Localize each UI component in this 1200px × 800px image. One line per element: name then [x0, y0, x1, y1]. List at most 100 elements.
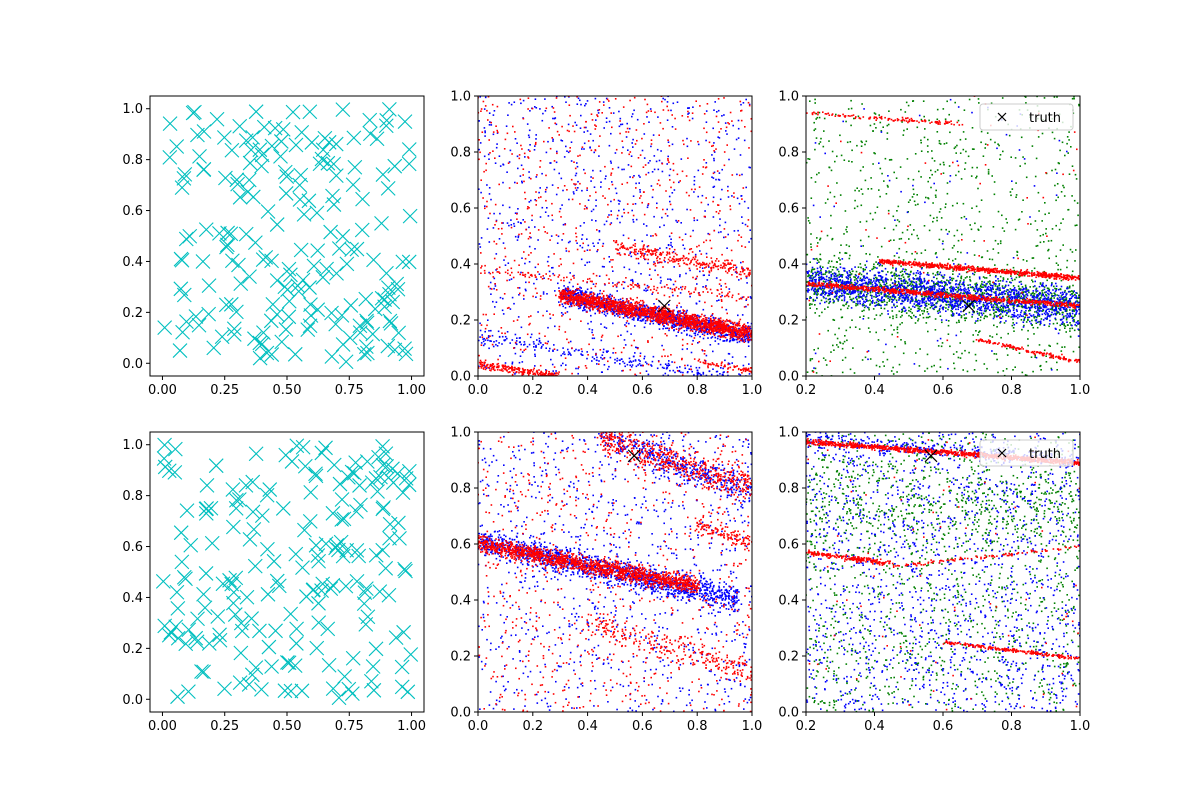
- data-point: [480, 179, 482, 181]
- data-point: [696, 219, 699, 221]
- data-point: [498, 342, 500, 344]
- data-point: [628, 254, 630, 256]
- data-point: [552, 350, 554, 352]
- data-point: [531, 275, 533, 277]
- data-point: [650, 185, 653, 187]
- data-point: [709, 327, 712, 329]
- data-point: [514, 333, 517, 336]
- data-point: [717, 322, 719, 324]
- data-point: [570, 178, 573, 181]
- data-point: [643, 123, 645, 125]
- data-point: [547, 326, 549, 329]
- data-point: [585, 367, 588, 369]
- data-point: [630, 288, 632, 290]
- data-point: [720, 325, 723, 328]
- data-point: [644, 305, 646, 308]
- data-point: [742, 187, 745, 189]
- data-point: [531, 219, 533, 221]
- data-point: [739, 154, 742, 156]
- data-point: [664, 316, 667, 319]
- data-point: [647, 312, 650, 315]
- data-point: [590, 210, 593, 213]
- data-point: [686, 145, 689, 148]
- data-point: [598, 309, 600, 312]
- data-point: [668, 317, 670, 319]
- data-point: [667, 159, 669, 162]
- data-point: [654, 111, 656, 114]
- data-point: [676, 306, 678, 309]
- data-point: [682, 317, 684, 320]
- data-point: [678, 316, 681, 319]
- data-point: [685, 319, 687, 322]
- data-point: [709, 322, 712, 325]
- data-point: [745, 277, 748, 279]
- data-point: [592, 242, 594, 245]
- data-point: [513, 302, 515, 305]
- data-point: [626, 127, 629, 130]
- data-point: [252, 350, 268, 366]
- data-point: [613, 302, 616, 304]
- data-point: [569, 291, 571, 293]
- data-point: [517, 221, 520, 223]
- data-point: [610, 310, 612, 313]
- data-point: [603, 357, 605, 360]
- data-point: [223, 226, 239, 242]
- data-point: [666, 119, 669, 121]
- data-point: [635, 346, 637, 349]
- data-point: [539, 364, 542, 367]
- data-point: [737, 338, 739, 341]
- data-point: [377, 292, 393, 308]
- data-point: [693, 327, 696, 329]
- data-point: [479, 336, 481, 338]
- data-point: [292, 177, 308, 193]
- data-point: [662, 323, 664, 326]
- data-point: [599, 296, 602, 298]
- data-point: [571, 298, 573, 301]
- data-point: [503, 148, 506, 150]
- data-point: [495, 219, 498, 222]
- data-point: [609, 356, 612, 359]
- data-point: [608, 278, 610, 280]
- data-point: [568, 104, 571, 106]
- data-point: [628, 127, 631, 130]
- data-point: [703, 215, 706, 218]
- data-point: [629, 252, 631, 255]
- data-point: [742, 364, 745, 367]
- data-point: [628, 357, 631, 360]
- data-point: [516, 213, 518, 215]
- data-point: [635, 308, 638, 311]
- data-point: [614, 187, 617, 190]
- data-point: [601, 354, 604, 356]
- data-point: [549, 239, 551, 241]
- data-point: [584, 290, 587, 293]
- data-point: [483, 269, 486, 272]
- data-point: [607, 350, 609, 352]
- data-point: [573, 300, 575, 302]
- data-point: [501, 343, 503, 345]
- data-point: [710, 323, 712, 326]
- data-point: [579, 304, 581, 307]
- data-point: [596, 115, 599, 118]
- data-point: [535, 176, 538, 178]
- data-point: [484, 272, 486, 274]
- data-point: [479, 246, 482, 248]
- data-point: [721, 294, 723, 297]
- data-point: [721, 291, 723, 294]
- data-point: [541, 172, 543, 175]
- data-point: [750, 237, 752, 240]
- data-point: [556, 349, 559, 351]
- data-point: [664, 319, 666, 322]
- data-point: [559, 304, 561, 306]
- data-point: [655, 234, 658, 237]
- data-point: [567, 241, 570, 244]
- data-point: [722, 367, 724, 370]
- data-point: [689, 320, 691, 323]
- data-point: [499, 355, 501, 357]
- data-point: [599, 170, 602, 172]
- data-point: [590, 176, 592, 178]
- data-point: [575, 304, 578, 306]
- data-point: [539, 187, 541, 189]
- data-point: [699, 322, 702, 324]
- data-point: [616, 357, 619, 360]
- data-point: [627, 285, 629, 288]
